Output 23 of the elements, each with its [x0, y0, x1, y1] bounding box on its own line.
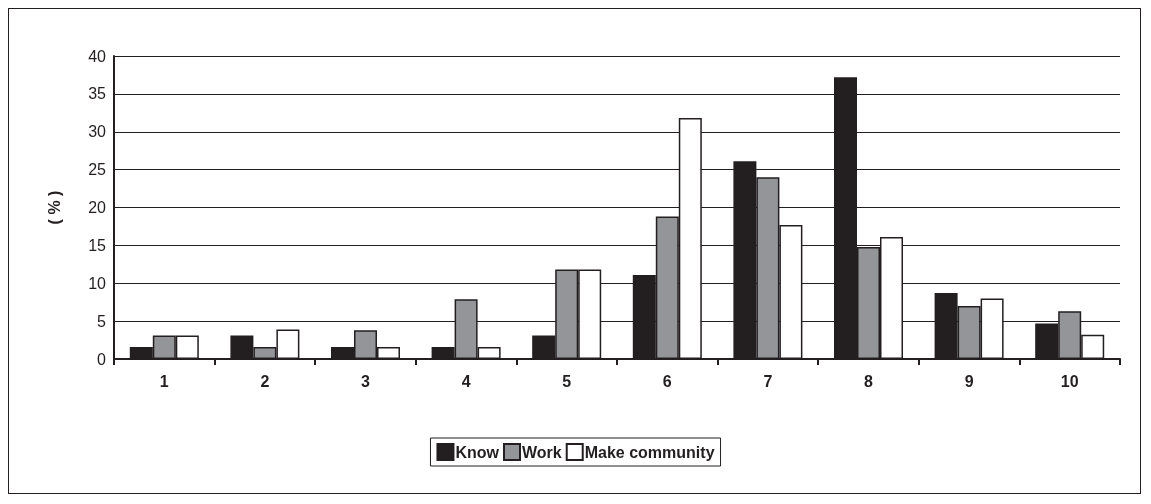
x-tick-label: 4: [461, 372, 471, 390]
x-tick-label: 10: [1060, 372, 1079, 390]
x-tick-label: 5: [562, 372, 572, 390]
x-tick-label: 1: [159, 372, 169, 390]
legend-label: Work: [522, 443, 562, 461]
y-axis-title: ( % ): [45, 190, 63, 225]
legend-label: Know: [455, 443, 500, 461]
y-tick-label: 10: [88, 274, 107, 292]
y-tick-label: 25: [88, 161, 107, 179]
y-tick-label: 15: [88, 236, 107, 254]
y-tick-label: 0: [97, 350, 107, 368]
x-tick-label: 7: [763, 372, 773, 390]
x-tick-label: 9: [964, 372, 974, 390]
y-tick-label: 5: [97, 312, 107, 330]
y-tick-label: 35: [88, 85, 107, 103]
y-tick-label: 30: [88, 123, 107, 141]
x-tick-label: 2: [260, 372, 270, 390]
x-tick-label: 3: [361, 372, 371, 390]
x-tick-label: 8: [864, 372, 874, 390]
y-tick-label: 20: [88, 199, 107, 216]
x-tick-label: 6: [662, 372, 672, 390]
y-tick-label: 40: [88, 47, 107, 65]
legend-label: Make community: [584, 443, 715, 461]
